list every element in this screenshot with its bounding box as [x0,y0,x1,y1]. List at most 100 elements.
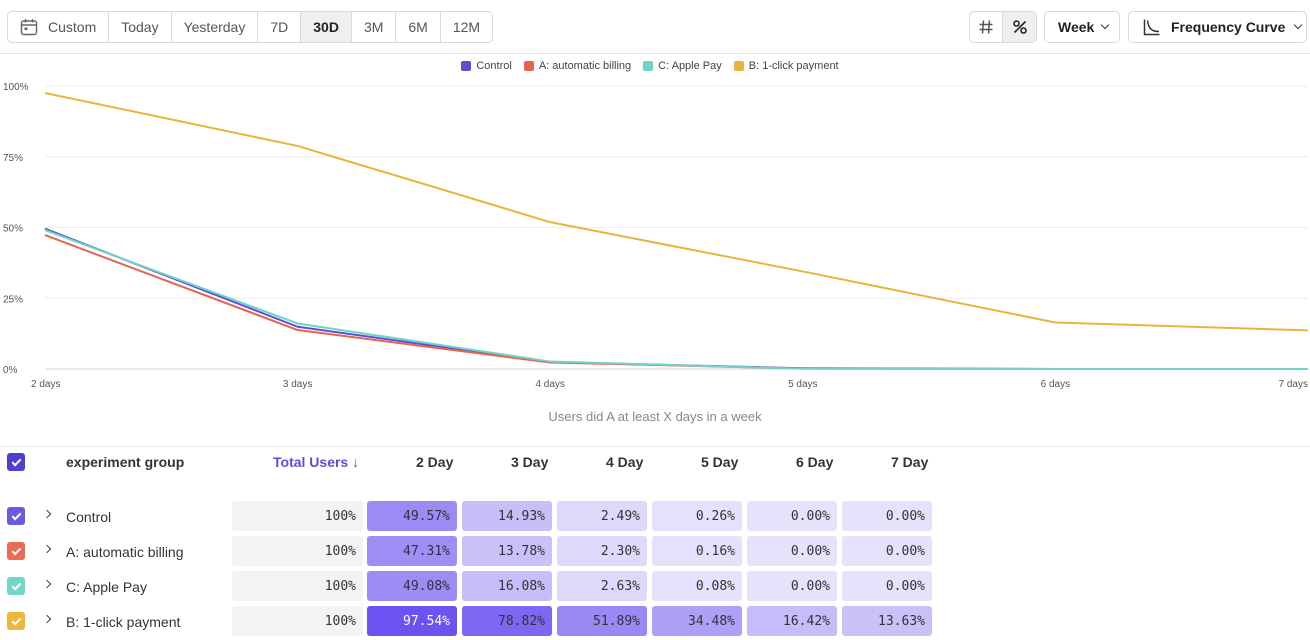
value-format-toggle [969,11,1037,43]
total-users-cell: 100% [232,571,363,601]
heat-cell: 0.16% [652,536,742,566]
legend-swatch [733,61,744,71]
heat-cell: 0.00% [747,501,837,531]
table-row: A: automatic billing 100% 47.31% 13.78% 2.30… [0,536,1310,567]
row-checkbox[interactable] [7,612,25,630]
row-label: C: Apple Pay [66,579,147,595]
percentage-button[interactable] [1003,12,1036,42]
frequency-curve-chart: 100% 75% 50% 25% 0% 2 days 3 days 4 days 5 days 6… [3,82,1309,390]
range-30d-button[interactable]: 30D [301,12,352,42]
x-tick-label: 6 days [1041,379,1070,390]
range-7d-button[interactable]: 7D [258,12,302,42]
heat-cell: 51.89% [557,606,647,636]
chevron-right-icon[interactable] [42,509,52,519]
table-row: Control 100% 49.57% 14.93% 2.49% 0.26% 0.00% 0.… [0,501,1310,532]
legend-swatch [461,61,472,71]
heat-cell: 0.08% [652,571,742,601]
heat-cell: 0.00% [842,501,932,531]
range-yesterday-button[interactable]: Yesterday [172,12,259,42]
series-line [44,227,1308,370]
range-custom-button[interactable]: Custom [8,12,110,42]
percent-icon [1012,20,1027,34]
row-label: Control [66,509,112,525]
total-users-cell: 100% [232,536,363,566]
chevron-down-icon [1294,20,1303,30]
row-label: B: 1-click payment [66,614,181,630]
heat-cell: 2.63% [557,571,647,601]
legend-label: C: Apple Pay [658,60,722,72]
heat-cell: 0.26% [652,501,742,531]
x-tick-label: 7 days [1279,379,1308,390]
chart-type-label: Frequency Curve [1171,19,1286,35]
row-checkbox[interactable] [7,577,25,595]
heat-cell: 2.30% [557,536,647,566]
absolute-count-button[interactable] [970,12,1003,42]
range-3m-button[interactable]: 3M [352,12,397,42]
chevron-right-icon[interactable] [42,544,52,554]
heat-cell: 49.57% [367,501,457,531]
range-today-button[interactable]: Today [109,12,172,42]
y-tick-label: 0% [3,365,18,376]
select-all-checkbox[interactable] [7,453,25,471]
legend-item[interactable]: B: 1-click payment [733,60,839,72]
table-divider [0,446,1310,447]
x-tick-label: 4 days [535,379,564,390]
row-checkbox[interactable] [7,542,25,560]
column-header-total-users[interactable]: Total Users ↓ [273,454,360,470]
series-line [44,91,1309,332]
interval-dropdown[interactable]: Week [1044,11,1120,43]
toolbar: Custom Today Yesterday 7D 30D 3M 6M 12M … [0,0,1310,54]
curve-icon [1143,19,1160,36]
legend-label: Control [476,60,512,72]
row-checkbox[interactable] [7,507,25,525]
range-custom-label: Custom [48,19,97,35]
column-header-group[interactable]: experiment group [66,454,185,470]
y-tick-label: 100% [3,82,29,93]
check-icon [11,510,21,520]
column-header-3-day[interactable]: 3 Day [511,454,549,470]
range-6m-button[interactable]: 6M [396,12,441,42]
column-header-6-day[interactable]: 6 Day [796,454,834,470]
table-row: C: Apple Pay 100% 49.08% 16.08% 2.63% 0.08% 0.… [0,571,1310,602]
table-row: B: 1-click payment 100% 97.54% 78.82% 51.89%… [0,606,1310,637]
interval-label: Week [1058,19,1095,35]
legend-item[interactable]: Control [461,60,512,72]
column-header-4-day[interactable]: 4 Day [606,454,644,470]
total-users-cell: 100% [232,606,363,636]
x-tick-label: 5 days [788,379,817,390]
series-line [44,229,1308,370]
heat-cell: 78.82% [462,606,552,636]
check-icon [11,456,21,466]
chart-legend: Control A: automatic billing C: Apple Pay B… [0,60,1300,72]
legend-item[interactable]: C: Apple Pay [643,60,722,72]
x-axis-label: Users did A at least X days in a week [548,409,762,424]
heat-cell: 13.63% [842,606,932,636]
heat-cell: 14.93% [462,501,552,531]
hash-icon [979,20,993,34]
heat-cell: 13.78% [462,536,552,566]
chart-type-dropdown[interactable]: Frequency Curve [1128,11,1307,43]
heat-cell: 0.00% [747,536,837,566]
heat-cell: 47.31% [367,536,457,566]
legend-item[interactable]: A: automatic billing [523,60,631,72]
check-icon [11,615,21,625]
heat-cell: 16.08% [462,571,552,601]
column-header-7-day[interactable]: 7 Day [891,454,929,470]
table-header: experiment group Total Users ↓ 2 Day 3 D… [0,450,1310,474]
column-header-2-day[interactable]: 2 Day [416,454,454,470]
range-12m-button[interactable]: 12M [452,19,481,35]
chevron-right-icon[interactable] [42,614,52,624]
check-icon [11,580,21,590]
heat-cell: 0.00% [842,536,932,566]
x-tick-label: 2 days [31,379,60,390]
chevron-right-icon[interactable] [42,579,52,589]
y-tick-label: 25% [3,294,23,305]
y-tick-label: 50% [3,224,23,235]
date-range-selector: Custom Today Yesterday 7D 30D 3M 6M 12M [7,11,494,43]
total-users-cell: 100% [232,501,363,531]
heat-cell: 16.42% [747,606,837,636]
heat-cell: 34.48% [652,606,742,636]
legend-swatch [643,61,654,71]
heat-cell: 0.00% [747,571,837,601]
column-header-5-day[interactable]: 5 Day [701,454,739,470]
